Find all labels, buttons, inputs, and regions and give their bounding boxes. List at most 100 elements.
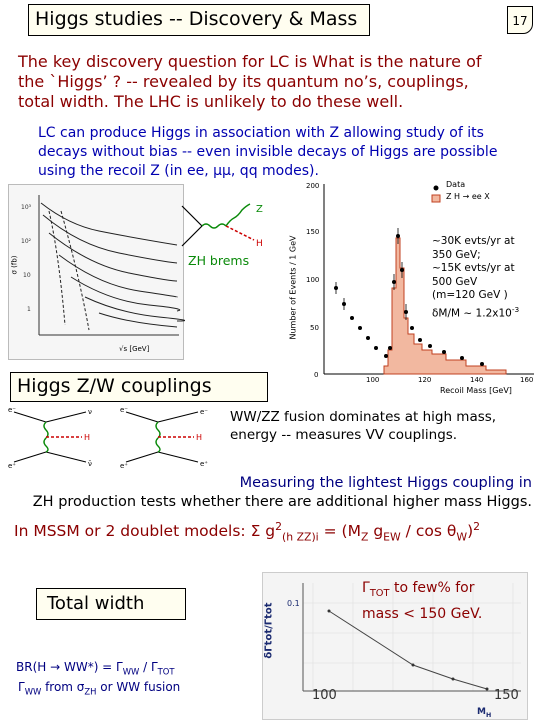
annotation-line-1: ~30K evts/yr at [432, 235, 515, 247]
histogram-legend-mc: Z H → ee X [446, 192, 490, 201]
branching-ratio-formula: BR(H → WW*) = ΓWW / ΓTOT [16, 660, 175, 676]
mssm-sup: 2 [275, 520, 283, 533]
svg-text:e⁻: e⁻ [8, 406, 16, 414]
svg-text:100: 100 [306, 276, 319, 284]
mssm-prefix: In MSSM or 2 doublet models: Σ g [14, 522, 276, 541]
total-width-plot: δΓtot/Γtot 0.1 MH [262, 572, 528, 720]
ww-fusion-text: WW/ZZ fusion dominates at high mass, ene… [230, 408, 530, 444]
gtot-line-2: mass < 150 GeV. [362, 605, 483, 622]
measure-line-1: Measuring the lightest Higgs coupling in [239, 475, 532, 491]
histogram-x-tick-120: 120 [418, 376, 432, 384]
gtot-tail: to few% for [389, 580, 475, 596]
total-width-heading: Total width [36, 588, 186, 620]
recoil-line-3: using the recoil Z (in ee, μμ, qq modes)… [38, 163, 319, 179]
zh-feynman-diagram: Z H [176, 196, 272, 254]
gtot-symbol: Γ [362, 580, 370, 596]
mssm-w: W [456, 530, 468, 544]
svg-text:50: 50 [310, 324, 319, 332]
annotation-exponent: -3 [511, 304, 520, 314]
histogram-x-label: Recoil Mass [GeV] [440, 386, 512, 395]
gamma-tail: or WW fusion [96, 680, 181, 694]
svg-text:e⁺: e⁺ [8, 462, 16, 470]
intro-paragraph: The key discovery question for LC is Wha… [18, 52, 533, 112]
gamma-zh: ZH [84, 686, 97, 697]
annotation-line-5: (m=120 GeV ) [432, 289, 508, 301]
width-plot-x-label-m: M [477, 707, 486, 717]
mssm-ew: EW [383, 530, 401, 544]
mssm-g: g [368, 522, 384, 541]
width-plot-x-tick-100: 100 [312, 688, 337, 703]
gamma-ww: WW [24, 686, 42, 697]
histogram-x-tick-160: 160 [520, 376, 534, 384]
svg-text:H: H [256, 239, 263, 249]
width-plot-x-tick-150: 150 [494, 688, 519, 703]
svg-text:10³: 10³ [21, 204, 32, 211]
mssm-sq: 2 [473, 520, 481, 533]
svg-text:ν: ν [88, 408, 92, 416]
mssm-close: ) [467, 522, 474, 541]
gamma-ww-source: ΓWW from σZH or WW fusion [18, 680, 180, 696]
width-plot-x-label-sub: H [485, 711, 492, 719]
page-number: 17 [507, 6, 533, 34]
svg-text:10: 10 [23, 272, 31, 279]
recoil-line-2: decays without bias -- even invisible de… [38, 144, 498, 160]
svg-text:e⁻: e⁻ [120, 406, 128, 414]
recoil-histogram: 0 50 100 150 200 . Data Z H → ee X Numbe… [286, 178, 536, 379]
annotation-line-4: 500 GeV [432, 275, 478, 288]
cross-section-y-label: σ (fb) [10, 255, 19, 275]
intro-line-3: total width. The LHC is unlikely to do t… [18, 92, 404, 111]
total-width-precision: ΓTOT to few% for mass < 150 GeV. [362, 578, 502, 624]
svg-text:e⁻: e⁻ [200, 408, 208, 416]
ww-line-2: energy -- measures VV couplings. [230, 427, 458, 443]
histogram-x-tick-100: 100 [366, 376, 380, 384]
width-plot-y-tick: 0.1 [287, 599, 300, 608]
fusion-diagrams-svg: e⁻ e⁺ ν ν̄ e⁻ e⁺ e⁻ e⁺ H H [8, 406, 208, 470]
cross-section-x-label: √s [GeV] [119, 345, 150, 353]
svg-text:200: 200 [306, 182, 319, 190]
br-ww: WW [122, 666, 140, 677]
mssm-cos: / cos θ [400, 522, 457, 541]
histogram-x-tick-140: 140 [470, 376, 484, 384]
svg-text:0: 0 [314, 371, 318, 378]
svg-text:e⁺: e⁺ [120, 462, 128, 470]
annotation-resolution: δM/M ~ 1.2x10 [432, 307, 512, 319]
svg-text:10²: 10² [21, 238, 32, 245]
br-slash: / Γ [139, 660, 158, 674]
annotation-line-3: ~15K evts/yr at [432, 262, 515, 274]
zh-diagram-svg: Z H [181, 203, 263, 249]
svg-text:e⁺: e⁺ [200, 460, 208, 468]
fusion-diagrams: e⁻ e⁺ ν ν̄ e⁻ e⁺ e⁻ e⁺ H H [6, 404, 228, 470]
mssm-mid: = (M [318, 522, 361, 541]
gamma-from: from σ [41, 680, 85, 694]
svg-text:ν̄: ν̄ [88, 460, 92, 468]
br-tot: TOT [157, 666, 175, 677]
total-width-plot-svg [302, 583, 521, 692]
zh-brems-label: ZH brems [188, 253, 250, 268]
width-plot-y-label: δΓtot/Γtot [263, 602, 275, 659]
mssm-z: Z [360, 530, 369, 544]
couplings-heading: Higgs Z/W couplings [10, 372, 268, 402]
ww-line-1: WW/ZZ fusion dominates at high mass, [230, 409, 497, 425]
intro-line-2: the `Higgs’ ? -- revealed by its quantum… [18, 72, 469, 91]
recoil-line-1: LC can produce Higgs in association with… [38, 125, 484, 141]
event-rate-annotation: ~30K evts/yr at 350 GeV; ~15K evts/yr at… [432, 235, 532, 321]
svg-text:H: H [84, 433, 90, 442]
annotation-line-6: δM/M ~ 1.2x10-3 [432, 303, 532, 321]
svg-text:1: 1 [27, 306, 31, 313]
mssm-sum-rule: In MSSM or 2 doublet models: Σ g2(h ZZ)i… [14, 520, 534, 543]
br-text: BR(H → WW*) = Γ [16, 660, 123, 674]
gtot-line-1: ΓTOT to few% for [362, 578, 502, 604]
gtot-sub: TOT [369, 587, 390, 599]
svg-text:150: 150 [306, 228, 319, 236]
intro-line-1: The key discovery question for LC is Wha… [18, 52, 482, 71]
measuring-text: Measuring the lightest Higgs coupling in… [12, 474, 532, 512]
mssm-sub: (h ZZ)i [282, 530, 319, 544]
svg-text:Z: Z [256, 204, 263, 215]
width-plot-x-label: MH [477, 707, 491, 719]
slide-title: Higgs studies -- Discovery & Mass [28, 4, 370, 36]
svg-text:H: H [196, 433, 202, 442]
annotation-line-2: 350 GeV; [432, 248, 481, 261]
histogram-legend-data: Data [446, 180, 466, 189]
measure-line-2: ZH production tests whether there are ad… [32, 494, 532, 510]
gamma-symbol: Γ [18, 680, 25, 694]
